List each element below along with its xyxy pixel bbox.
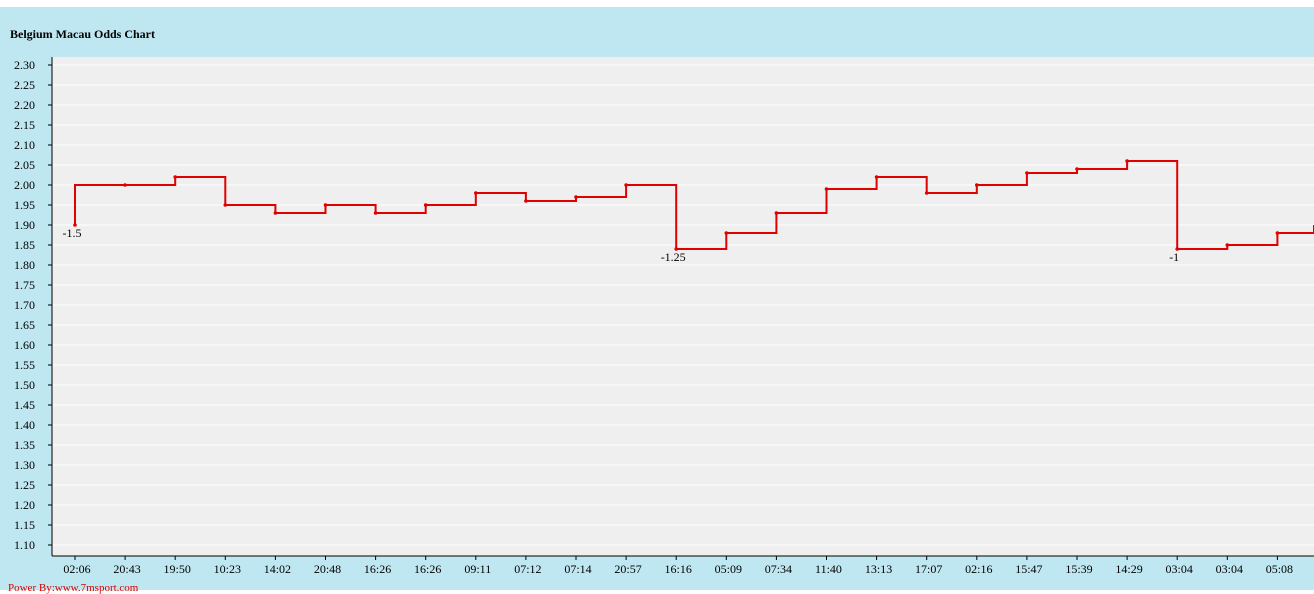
data-point bbox=[975, 183, 979, 187]
x-tick-label: 19:50 bbox=[164, 562, 191, 576]
data-point bbox=[674, 247, 678, 251]
data-point bbox=[223, 203, 228, 207]
x-tick-label: 13:13 bbox=[865, 562, 892, 576]
y-axis-ticks: 2.30 2.25 2.20 2.15 2.10 2.05 2.00 1.95 1.90 1.85… bbox=[14, 58, 52, 552]
x-tick-label: 03:04 bbox=[1216, 562, 1243, 576]
data-point bbox=[524, 199, 528, 203]
x-tick-label: 07:12 bbox=[514, 562, 541, 576]
y-tick-label: 2.10 bbox=[14, 138, 35, 152]
y-tick-label: 1.70 bbox=[14, 298, 35, 312]
plot-area bbox=[52, 57, 1314, 556]
x-tick-label: 05:08 bbox=[1266, 562, 1293, 576]
y-tick-label: 1.10 bbox=[14, 538, 35, 552]
handicap-label: -1 bbox=[1169, 250, 1179, 264]
data-point bbox=[824, 187, 829, 191]
x-tick-label: 14:02 bbox=[264, 562, 291, 576]
x-tick-label: 16:16 bbox=[665, 562, 692, 576]
y-tick-label: 1.50 bbox=[14, 378, 35, 392]
series-odds bbox=[73, 159, 1314, 251]
x-tick-label: 16:26 bbox=[414, 562, 441, 576]
axes bbox=[51, 57, 1314, 557]
y-tick-label: 1.30 bbox=[14, 458, 35, 472]
x-tick-label: 03:04 bbox=[1166, 562, 1193, 576]
y-tick-label: 1.20 bbox=[14, 498, 35, 512]
handicap-label: -1.25 bbox=[661, 250, 686, 264]
data-point bbox=[724, 231, 729, 235]
x-tick-label: 07:34 bbox=[765, 562, 792, 576]
data-point bbox=[874, 175, 879, 179]
y-tick-label: 1.75 bbox=[14, 278, 35, 292]
powered-by-text: Power By:www.7msport.com bbox=[8, 582, 139, 594]
x-tick-label: 11:40 bbox=[815, 562, 842, 576]
data-point bbox=[1025, 171, 1029, 175]
x-tick-label: 15:39 bbox=[1065, 562, 1092, 576]
data-point bbox=[1275, 231, 1280, 235]
y-tick-label: 1.40 bbox=[14, 418, 35, 432]
y-tick-label: 1.65 bbox=[14, 318, 35, 332]
data-point bbox=[423, 203, 428, 207]
data-point bbox=[1125, 159, 1129, 163]
data-point bbox=[574, 195, 578, 199]
x-tick-label: 02:16 bbox=[965, 562, 992, 576]
x-tick-label: 16:26 bbox=[364, 562, 391, 576]
x-tick-label: 09:11 bbox=[464, 562, 491, 576]
handicap-label: -1.5 bbox=[63, 226, 82, 240]
x-tick-label: 15:47 bbox=[1015, 562, 1042, 576]
data-point bbox=[1175, 247, 1179, 251]
y-tick-label: 2.00 bbox=[14, 178, 35, 192]
y-tick-label: 2.05 bbox=[14, 158, 35, 172]
y-tick-label: 2.25 bbox=[14, 78, 35, 92]
data-point bbox=[624, 183, 628, 187]
grid-lines bbox=[52, 64, 1314, 546]
y-tick-label: 1.25 bbox=[14, 478, 35, 492]
y-tick-label: 1.60 bbox=[14, 338, 35, 352]
x-tick-label: 14:29 bbox=[1115, 562, 1142, 576]
chart-title: Belgium Macau Odds Chart bbox=[10, 27, 156, 41]
y-tick-label: 1.85 bbox=[14, 238, 35, 252]
data-point bbox=[1225, 243, 1230, 247]
y-tick-label: 1.80 bbox=[14, 258, 35, 272]
x-tick-label: 02:06 bbox=[63, 562, 90, 576]
data-point bbox=[73, 223, 77, 227]
y-tick-label: 1.35 bbox=[14, 438, 35, 452]
data-point bbox=[373, 211, 378, 215]
data-point bbox=[173, 175, 177, 179]
data-point bbox=[323, 203, 328, 207]
x-axis-ticks: 02:06 20:43 19:50 10:23 14:02 20:48 16:26 16:26… bbox=[63, 556, 1293, 576]
y-tick-label: 1.95 bbox=[14, 198, 35, 212]
y-tick-label: 1.90 bbox=[14, 218, 35, 232]
y-tick-label: 1.15 bbox=[14, 518, 35, 532]
data-point bbox=[774, 211, 779, 215]
x-tick-label: 07:14 bbox=[564, 562, 591, 576]
data-point bbox=[1075, 167, 1079, 171]
y-tick-label: 2.15 bbox=[14, 118, 35, 132]
y-tick-label: 2.20 bbox=[14, 98, 35, 112]
x-tick-label: 10:23 bbox=[214, 562, 241, 576]
y-tick-label: 1.55 bbox=[14, 358, 35, 372]
x-tick-label: 20:43 bbox=[113, 562, 140, 576]
y-tick-label: 2.30 bbox=[14, 58, 35, 72]
x-tick-label: 17:07 bbox=[915, 562, 942, 576]
x-tick-label: 20:57 bbox=[614, 562, 641, 576]
x-tick-label: 05:09 bbox=[715, 562, 742, 576]
data-point bbox=[924, 191, 929, 195]
data-point bbox=[273, 211, 278, 215]
y-tick-label: 1.45 bbox=[14, 398, 35, 412]
handicap-labels: -1.5 -1.25 -1 bbox=[63, 226, 1180, 264]
data-point bbox=[123, 183, 127, 187]
data-point bbox=[474, 191, 478, 195]
x-tick-label: 20:48 bbox=[314, 562, 341, 576]
